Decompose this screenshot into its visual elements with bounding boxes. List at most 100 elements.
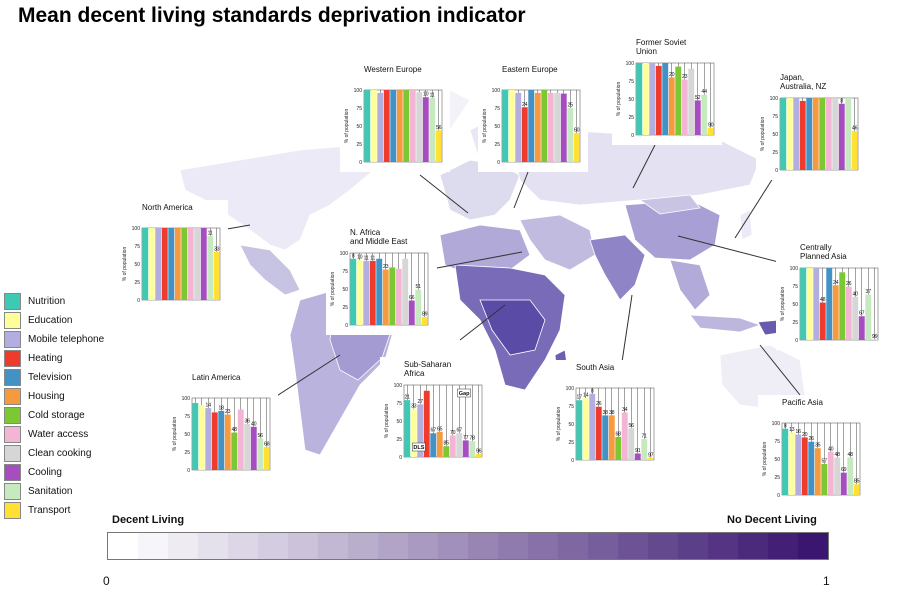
bar [250,426,257,470]
leader-sub-saharan [459,304,506,341]
leader-mideast [436,251,523,269]
bar [396,90,403,162]
bar-value-label: 24 [833,280,839,286]
bar [806,98,813,170]
y-axis-label: % of population [616,82,622,117]
bar [628,428,635,460]
y-tick-label: 25 [184,450,190,456]
leader-japan [734,174,776,239]
y-tick-label: 100 [394,383,403,389]
annotation-label: DLS [413,445,424,451]
bar [142,228,149,300]
bar [688,68,695,135]
y-tick-label: 100 [626,61,635,67]
bar [423,390,430,457]
region-south-asia [589,234,646,301]
leader-former-soviet [632,144,656,189]
bar [694,100,701,135]
bar [403,90,410,162]
y-tick-label: 0 [777,493,780,499]
bar [814,448,821,495]
legend: Nutrition Education Mobile telephone Heatin… [4,292,104,520]
bar [547,92,554,162]
bar [528,90,535,162]
panel-title: and Middle East [350,237,408,246]
y-tick-label: 100 [340,251,349,257]
colorbar-step [168,533,198,559]
panel: Western Europe % of population 0 25 50 75 100 1… [340,62,450,172]
bar [541,90,548,162]
panel: North America % of population 0 25 50 75 100 11… [118,200,228,310]
colorbar-step [708,533,738,559]
legend-swatch [4,312,21,329]
bar [668,77,675,135]
colorbar-step [558,533,588,559]
bar [801,437,808,495]
legend-label: Nutrition [28,296,66,307]
bar-value-label: 48 [820,297,826,303]
bar [430,433,437,457]
y-tick-label: 50 [396,419,402,425]
bar [641,439,648,460]
y-tick-label: 0 [775,168,778,174]
bar [237,409,244,470]
legend-item: Heating [4,349,104,368]
colorbar [107,532,829,560]
bar [554,92,561,162]
bar-value-label: 51 [415,284,421,290]
bar [582,398,589,460]
bar [795,434,802,495]
y-tick-label: 75 [342,269,348,275]
y-tick-label: 25 [568,440,574,446]
bar [834,457,841,495]
bar-value-label: 23 [682,74,688,80]
bar-value-label: 57 [821,459,827,465]
plot-frame [501,89,581,163]
bar [502,90,509,162]
y-tick-label: 25 [342,305,348,311]
bar-value-label: 35 [815,443,821,449]
legend-swatch [4,426,21,443]
bar [821,464,828,495]
legend-item: Nutrition [4,292,104,311]
panel-title: N. Africa [350,228,381,237]
panel-title: Western Europe [364,65,422,74]
panel-title: Planned Asia [800,252,847,261]
bar [456,433,463,457]
legend-label: Education [28,315,73,326]
y-tick-label: 0 [399,455,402,461]
y-tick-label: 100 [132,226,141,232]
bar [435,130,442,162]
panel-title: North America [142,203,193,212]
bar [409,90,416,162]
plot-frame [799,267,879,341]
regional-bar-charts: North America % of population 0 25 50 75 100 11… [118,35,886,505]
bar [819,98,826,170]
bar [356,260,363,325]
bar-value-label: 85 [854,479,860,485]
bar-value-label: 46 [852,126,858,132]
y-tick-label: 100 [772,421,781,427]
legend-label: Sanitation [28,486,73,497]
bar [847,457,854,495]
bar [257,438,264,470]
legend-swatch [4,502,21,519]
leader-cp-asia [677,235,791,266]
bar [408,300,415,325]
bar [218,410,225,470]
bar [443,446,450,457]
leader-pacific-asia [759,344,801,396]
legend-item: Cooling [4,463,104,482]
bar-value-label: 44 [701,89,707,95]
legend-item: Transport [4,501,104,520]
bar [589,393,596,460]
bar [786,98,793,170]
bar-value-label: 60 [574,128,580,134]
y-tick-label: 75 [134,244,140,250]
bar [595,406,602,460]
bar [161,228,168,300]
y-tick-label: 50 [772,132,778,138]
legend-item: Clean cooking [4,444,104,463]
bar-value-label: 11 [370,255,375,261]
